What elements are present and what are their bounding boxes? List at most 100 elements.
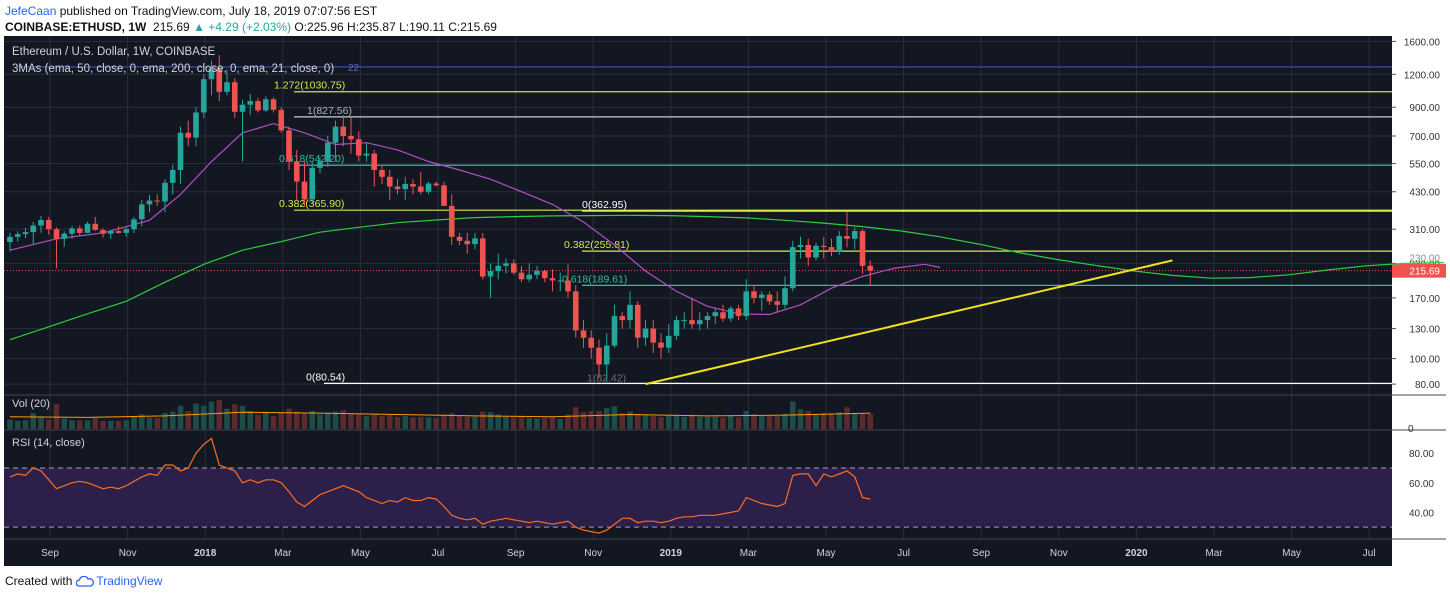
candle-body: [301, 181, 308, 200]
time-tick-label: Sep: [41, 548, 59, 559]
volume-bar: [69, 420, 75, 429]
price-tick-label: 900.00: [1409, 103, 1440, 114]
candle-body: [774, 301, 781, 305]
rsi-tick-label: 80.00: [1409, 449, 1434, 460]
volume-bar: [131, 416, 137, 429]
candle-body: [402, 184, 409, 190]
price-chart[interactable]: 1600.00 1200.00 900.00 700.00 550.00 430.00 31…: [4, 36, 1446, 566]
volume-bar: [588, 411, 595, 429]
volume-bar: [177, 405, 184, 429]
volume-bar: [712, 416, 719, 429]
volume-bar: [324, 413, 331, 429]
candle-body: [867, 265, 874, 271]
candle-body: [61, 233, 68, 239]
price-tick-label: 430.00: [1409, 188, 1440, 199]
volume-bar: [727, 415, 734, 429]
volume-bar: [805, 411, 812, 429]
volume-bar: [185, 411, 192, 429]
volume-bar: [332, 411, 339, 429]
volume-bar: [154, 417, 161, 429]
volume-bar: [317, 414, 323, 429]
candle-body: [200, 79, 207, 113]
candle-body: [76, 228, 83, 233]
time-tick-label: 2019: [660, 548, 683, 559]
volume-bar: [580, 412, 587, 429]
price-tick-label: 100.00: [1409, 355, 1440, 366]
volume-bar: [355, 414, 362, 429]
price-tick-label: 310.00: [1409, 225, 1440, 236]
candle-body: [7, 236, 13, 243]
volume-bar: [84, 420, 91, 429]
volume-bar: [169, 411, 176, 429]
time-tick-label: Sep: [972, 548, 990, 559]
candle-body: [262, 99, 269, 111]
volume-bar: [658, 416, 664, 429]
volume-bar: [751, 413, 757, 429]
volume-bar: [448, 413, 455, 429]
indicator-legend: 3MAs (ema, 50, close, 0, ema, 200, close…: [12, 63, 334, 75]
volume-bar: [743, 411, 750, 429]
candle-body: [38, 219, 44, 226]
volume-bar: [673, 415, 680, 429]
candle-body: [526, 274, 533, 280]
volume-bar: [340, 410, 347, 429]
time-tick-label: Mar: [740, 548, 758, 559]
volume-bar: [30, 413, 37, 429]
candle-body: [704, 316, 711, 321]
volume-bar: [526, 417, 533, 429]
candle-body: [216, 68, 223, 92]
volume-bar: [425, 417, 432, 429]
candle-body: [596, 347, 602, 365]
price-tick-label: 700.00: [1409, 132, 1440, 143]
volume-bar: [549, 417, 556, 429]
candle-body: [162, 182, 168, 202]
volume-bar: [92, 417, 99, 429]
volume-zero-label: 0: [1408, 424, 1414, 435]
candle-body: [239, 104, 246, 112]
fib-label: 0.382(365.90): [279, 198, 344, 210]
time-tick-label: Jul: [897, 548, 910, 559]
candle-body: [69, 228, 75, 234]
candle-body: [851, 231, 858, 239]
candle-body: [828, 247, 835, 252]
candle-body: [379, 169, 385, 177]
rsi-tick-label: 40.00: [1409, 508, 1434, 519]
candle-body: [309, 167, 316, 200]
price-axis: [1392, 36, 1446, 566]
tradingview-brand[interactable]: TradingView: [76, 574, 162, 588]
volume-bar: [650, 415, 657, 429]
fib-label-top: 22: [348, 63, 360, 74]
volume-bar: [286, 408, 292, 429]
candle-body: [53, 229, 60, 239]
candle-body: [557, 280, 564, 282]
volume-bar: [844, 407, 850, 429]
candle-body: [588, 337, 595, 348]
candle-body: [805, 244, 812, 258]
candle-body: [154, 200, 161, 202]
volume-bar: [224, 408, 230, 429]
candle-body: [177, 132, 184, 170]
volume-bar: [45, 419, 52, 429]
candle-body: [22, 232, 29, 235]
volume-bar: [611, 406, 618, 429]
price-tick-label: 80.00: [1415, 380, 1440, 391]
candle-body: [363, 153, 370, 156]
candle-body: [386, 176, 393, 187]
ohlc-line: COINBASE:ETHUSD, 1W 215.69 ▲ +4.29 (+2.0…: [5, 19, 497, 35]
volume-bar: [665, 415, 672, 429]
author-link[interactable]: JefeCaan: [5, 4, 57, 18]
current-price-label: 215.69: [1409, 267, 1440, 278]
volume-bar: [696, 416, 703, 429]
publish-line: JefeCaan published on TradingView.com, J…: [5, 3, 497, 19]
volume-bar: [433, 417, 440, 429]
candle-body: [650, 328, 657, 343]
candle-body: [518, 272, 525, 280]
candle-body: [603, 345, 610, 365]
volume-ma-line: [9, 411, 871, 418]
candle-body: [84, 223, 91, 233]
volume-bar: [836, 412, 843, 429]
candle-body: [193, 112, 199, 138]
candle-body: [456, 236, 463, 241]
candle-body: [208, 68, 215, 80]
footer: Created with TradingView: [5, 574, 162, 588]
